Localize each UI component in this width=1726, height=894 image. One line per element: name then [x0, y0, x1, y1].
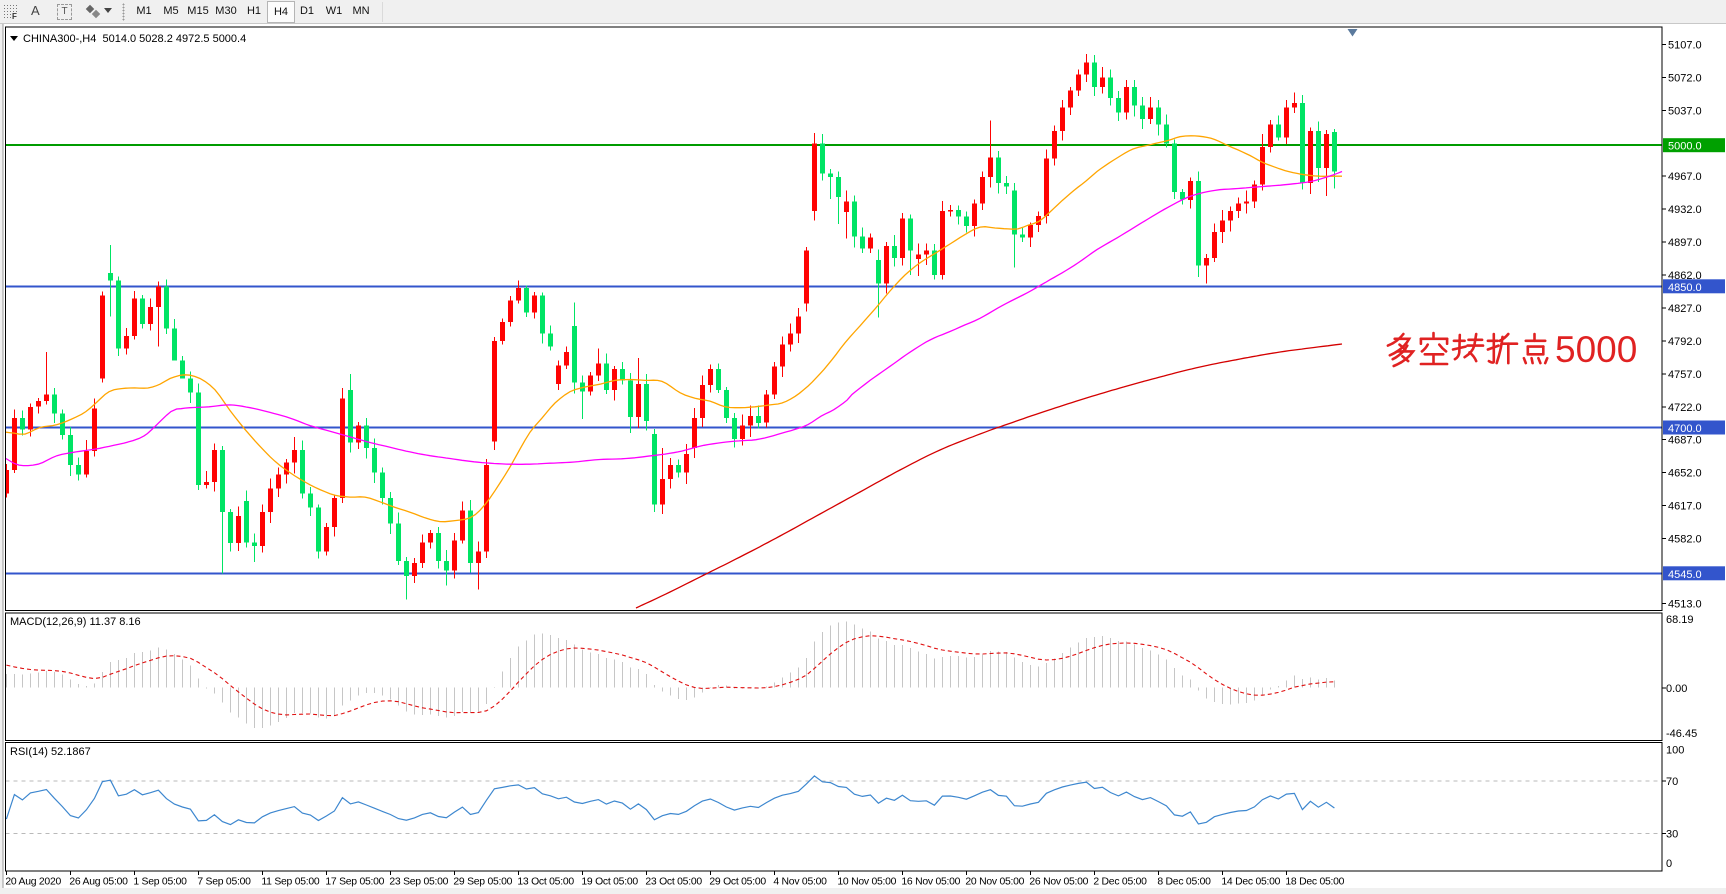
svg-text:20 Aug 2020: 20 Aug 2020	[5, 877, 61, 888]
svg-text:4792.0: 4792.0	[1668, 336, 1702, 348]
svg-text:5000: 5000	[1555, 329, 1637, 370]
svg-text:8 Dec 05:00: 8 Dec 05:00	[1157, 877, 1211, 888]
svg-text:14 Dec 05:00: 14 Dec 05:00	[1221, 877, 1280, 888]
svg-text:7 Sep 05:00: 7 Sep 05:00	[197, 877, 251, 888]
svg-text:4722.0: 4722.0	[1668, 402, 1702, 414]
svg-text:4932.0: 4932.0	[1668, 204, 1702, 216]
svg-text:26 Aug 05:00: 26 Aug 05:00	[69, 877, 128, 888]
svg-text:1 Sep 05:00: 1 Sep 05:00	[133, 877, 187, 888]
svg-text:4 Nov 05:00: 4 Nov 05:00	[773, 877, 827, 888]
svg-text:4967.0: 4967.0	[1668, 171, 1702, 183]
svg-text:4862.0: 4862.0	[1668, 270, 1702, 282]
svg-text:5000.0: 5000.0	[1668, 141, 1702, 153]
svg-text:2 Dec 05:00: 2 Dec 05:00	[1093, 877, 1147, 888]
svg-text:-46.45: -46.45	[1666, 728, 1697, 740]
svg-text:4850.0: 4850.0	[1668, 282, 1702, 294]
svg-text:4897.0: 4897.0	[1668, 237, 1702, 249]
svg-text:RSI(14) 52.1867: RSI(14) 52.1867	[10, 746, 91, 758]
svg-text:MACD(12,26,9) 11.37 8.16: MACD(12,26,9) 11.37 8.16	[10, 616, 141, 628]
svg-text:100: 100	[1666, 745, 1684, 757]
svg-text:4617.0: 4617.0	[1668, 501, 1702, 513]
svg-text:4757.0: 4757.0	[1668, 369, 1702, 381]
svg-text:26 Nov 05:00: 26 Nov 05:00	[1029, 877, 1088, 888]
svg-text:13 Oct 05:00: 13 Oct 05:00	[517, 877, 574, 888]
svg-text:11 Sep 05:00: 11 Sep 05:00	[261, 877, 320, 888]
svg-text:18 Dec 05:00: 18 Dec 05:00	[1285, 877, 1344, 888]
svg-text:29 Oct 05:00: 29 Oct 05:00	[709, 877, 766, 888]
svg-text:70: 70	[1666, 776, 1678, 788]
svg-text:16 Nov 05:00: 16 Nov 05:00	[901, 877, 960, 888]
svg-text:20 Nov 05:00: 20 Nov 05:00	[965, 877, 1024, 888]
svg-text:17 Sep 05:00: 17 Sep 05:00	[325, 877, 384, 888]
svg-text:29 Sep 05:00: 29 Sep 05:00	[453, 877, 512, 888]
svg-text:4700.0: 4700.0	[1668, 423, 1702, 435]
svg-text:0.00: 0.00	[1666, 683, 1687, 695]
svg-text:4687.0: 4687.0	[1668, 435, 1702, 447]
svg-text:CHINA300-,H4 5014.0 5028.2 49: CHINA300-,H4 5014.0 5028.2 4972.5 5000.4	[23, 33, 246, 45]
svg-text:4827.0: 4827.0	[1668, 303, 1702, 315]
svg-text:30: 30	[1666, 829, 1678, 841]
svg-text:0: 0	[1666, 858, 1672, 870]
svg-text:19 Oct 05:00: 19 Oct 05:00	[581, 877, 638, 888]
svg-text:23 Sep 05:00: 23 Sep 05:00	[389, 877, 448, 888]
svg-text:4652.0: 4652.0	[1668, 468, 1702, 480]
svg-text:4513.0: 4513.0	[1668, 598, 1702, 610]
svg-text:4582.0: 4582.0	[1668, 534, 1702, 546]
svg-text:5072.0: 5072.0	[1668, 73, 1702, 85]
svg-text:10 Nov 05:00: 10 Nov 05:00	[837, 877, 896, 888]
svg-text:23 Oct 05:00: 23 Oct 05:00	[645, 877, 702, 888]
svg-text:5107.0: 5107.0	[1668, 40, 1702, 52]
svg-text:4545.0: 4545.0	[1668, 569, 1702, 581]
svg-text:5037.0: 5037.0	[1668, 105, 1702, 117]
svg-text:68.19: 68.19	[1666, 614, 1694, 626]
